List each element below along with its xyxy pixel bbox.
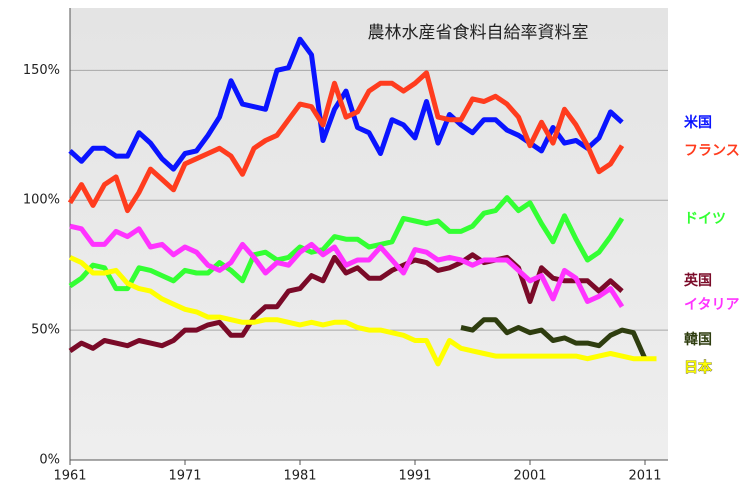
series-line bbox=[68, 195, 625, 292]
x-tick-label: 1991 bbox=[398, 469, 431, 484]
plot-area bbox=[70, 8, 668, 460]
legend-entry: ドイツ bbox=[684, 211, 726, 227]
x-tick-label: 2011 bbox=[628, 469, 661, 484]
y-tick-label: 0% bbox=[39, 453, 60, 468]
series-line bbox=[69, 223, 625, 309]
x-tick-label: 1961 bbox=[53, 469, 86, 484]
legend-entry: 日本 bbox=[684, 359, 713, 376]
legend-entry: イタリア bbox=[684, 297, 739, 313]
x-tick-label: 1971 bbox=[168, 469, 201, 484]
legend-entry: フランス bbox=[684, 143, 740, 159]
series-line bbox=[460, 317, 648, 360]
x-tick-label: 2001 bbox=[513, 469, 546, 484]
chart-title: 農林水産省食料自給率資料室 bbox=[368, 23, 589, 43]
y-tick-label: 50% bbox=[31, 323, 60, 338]
legend-entry: 韓国 bbox=[684, 331, 712, 348]
y-tick-label: 100% bbox=[23, 193, 60, 208]
y-tick-label: 150% bbox=[23, 63, 60, 78]
legend-entry: 米国 bbox=[684, 114, 712, 131]
legend-entry: 英国 bbox=[683, 272, 712, 289]
series-line bbox=[67, 70, 625, 214]
series-line bbox=[68, 255, 657, 367]
x-tick-label: 1981 bbox=[283, 469, 316, 484]
series-line bbox=[68, 252, 624, 353]
